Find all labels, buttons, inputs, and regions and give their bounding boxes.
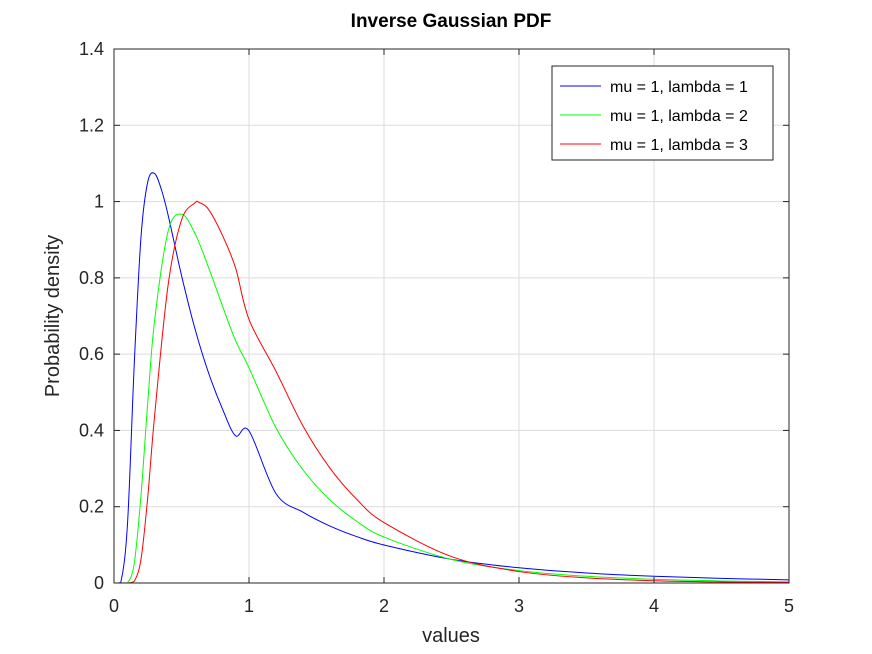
- x-tick-label: 1: [244, 596, 254, 616]
- series-line-1: [113, 172, 790, 584]
- tick-layer: 0 1 2 3 4 5 0 0.2 0.4 0.6 0.8 1 1.2 1.4: [79, 39, 794, 616]
- chart-title: Inverse Gaussian PDF: [351, 11, 552, 32]
- legend-label-1: mu = 1, lambda = 1: [610, 79, 748, 96]
- legend-label-2: mu = 1, lambda = 2: [610, 108, 748, 125]
- y-tick-label: 0.2: [79, 497, 104, 517]
- y-tick-label: 1: [94, 192, 104, 212]
- x-axis-label: values: [422, 625, 480, 647]
- series-layer: [113, 172, 790, 584]
- legend-label-3: mu = 1, lambda = 3: [610, 137, 748, 154]
- y-tick-label: 0.6: [79, 344, 104, 364]
- x-tick-label: 3: [514, 596, 524, 616]
- legend: mu = 1, lambda = 1 mu = 1, lambda = 2 mu =…: [551, 65, 774, 161]
- y-tick-label: 1.2: [79, 115, 104, 135]
- plot-frame: [113, 48, 790, 584]
- y-tick-label: 0.4: [79, 420, 104, 440]
- x-tick-label: 4: [649, 596, 659, 616]
- y-axis-label: Probability density: [42, 235, 64, 397]
- y-tick-label: 0: [94, 573, 104, 593]
- series-line-2: [114, 213, 790, 584]
- y-tick-label: 0.8: [79, 268, 104, 288]
- y-tick-label: 1.4: [79, 39, 104, 59]
- legend-items: mu = 1, lambda = 1 mu = 1, lambda = 2 mu =…: [560, 79, 748, 154]
- x-tick-label: 5: [784, 596, 794, 616]
- x-tick-label: 2: [379, 596, 389, 616]
- x-tick-label: 0: [109, 596, 119, 616]
- series-line-3: [114, 200, 790, 584]
